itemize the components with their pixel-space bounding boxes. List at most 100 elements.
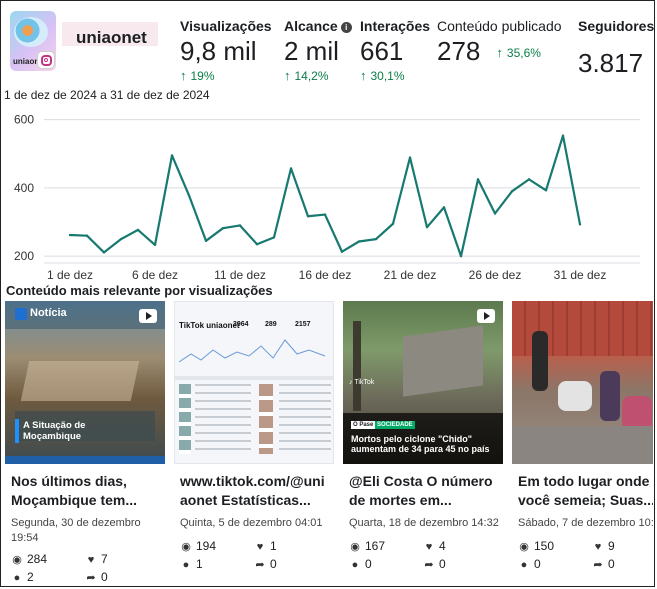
- instagram-icon: [37, 51, 55, 69]
- views-stat: ◉ 150: [519, 539, 555, 553]
- comment-icon: ●: [13, 572, 21, 584]
- data-point[interactable]: [85, 234, 89, 237]
- metric-value: 278 ↑ 35,6%: [437, 36, 541, 66]
- share-icon: ➦: [424, 559, 434, 571]
- tiktok-icon: ♪ TikTok: [349, 379, 375, 386]
- metric-content-published[interactable]: Conteúdo publicado 278 ↑ 35,6%: [437, 18, 562, 68]
- data-point[interactable]: [102, 251, 106, 254]
- shares-stat: ➦ 0: [593, 557, 615, 571]
- likes-stat: ♥ 7: [85, 552, 108, 566]
- data-point[interactable]: [255, 243, 259, 246]
- views-line-chart: 200 400 600 1 de dez 6 de dez 11 de dez 16 de …: [14, 113, 640, 282]
- post-card[interactable]: ♪ TikTok O Pase SOCIEDADE Mortos pelo ci…: [343, 301, 503, 583]
- arrow-up-icon: ↑: [360, 68, 367, 83]
- data-point[interactable]: [561, 134, 565, 137]
- data-point[interactable]: [238, 224, 242, 227]
- metric-interactions[interactable]: Interações 661 ↑ 30,1%: [360, 18, 430, 83]
- data-point[interactable]: [306, 215, 310, 218]
- data-point[interactable]: [323, 213, 327, 216]
- data-point[interactable]: [136, 228, 140, 232]
- post-card[interactable]: Notícia A Situação de Moçambique Nos últ…: [5, 301, 165, 584]
- thumb-title: Mortos pelo ciclone "Chido" aumentam de …: [351, 434, 490, 454]
- heart-icon: ♥: [594, 541, 602, 553]
- eye-icon: ◉: [519, 541, 529, 553]
- post-card[interactable]: Em todo lugar onde você semeia; Suas... S…: [512, 301, 653, 583]
- metric-value: 9,8 mil: [180, 36, 257, 66]
- data-point[interactable]: [374, 237, 378, 241]
- metric-label: Conteúdo publicado: [437, 18, 562, 34]
- data-point[interactable]: [289, 167, 293, 170]
- heart-icon: ♥: [256, 541, 264, 553]
- data-point[interactable]: [493, 212, 497, 215]
- comment-icon: ●: [520, 559, 528, 571]
- post-card[interactable]: TikTok uniaonet 3964 289 2157 www.tiktok…: [174, 301, 334, 583]
- comment-icon: ●: [182, 559, 190, 571]
- data-point[interactable]: [153, 243, 157, 247]
- heart-icon: ♥: [87, 554, 95, 566]
- data-point[interactable]: [119, 237, 123, 241]
- data-point[interactable]: [391, 222, 395, 225]
- x-tick-label: 16 de dez: [299, 268, 352, 282]
- thumb-title: A Situação de Moçambique: [23, 420, 86, 442]
- post-thumbnail[interactable]: Notícia A Situação de Moçambique: [5, 301, 165, 464]
- data-point[interactable]: [544, 189, 548, 192]
- x-tick-label: 1 de dez: [47, 268, 93, 282]
- data-point[interactable]: [170, 154, 174, 157]
- post-thumbnail[interactable]: [512, 301, 653, 464]
- views-stat: ◉ 194: [181, 539, 217, 553]
- data-point[interactable]: [204, 239, 208, 243]
- post-date: Sábado, 7 de dezembro 10:25: [518, 517, 653, 529]
- shares-stat: ➦ 0: [255, 557, 277, 571]
- data-point[interactable]: [578, 223, 582, 226]
- likes-stat: ♥ 1: [254, 539, 277, 553]
- data-point[interactable]: [272, 236, 276, 239]
- metric-reach[interactable]: Alcance i 2 mil ↑ 14,2%: [284, 18, 352, 83]
- views-stat: ◉ 167: [350, 539, 386, 553]
- likes-stat: ♥ 4: [423, 539, 446, 553]
- metric-label: Seguidores: [578, 18, 655, 34]
- share-icon: ➦: [86, 572, 96, 584]
- account-name-highlight: [62, 22, 158, 46]
- date-range[interactable]: 1 de dez de 2024 a 31 de dez de 2024: [4, 88, 210, 102]
- data-point[interactable]: [510, 190, 514, 193]
- post-thumbnail[interactable]: ♪ TikTok O Pase SOCIEDADE Mortos pelo ci…: [343, 301, 503, 464]
- data-point[interactable]: [527, 178, 531, 181]
- eye-icon: ◉: [350, 541, 360, 553]
- metric-delta: ↑ 19%: [180, 68, 215, 83]
- metric-label: Interações: [360, 18, 431, 34]
- data-point[interactable]: [68, 233, 72, 237]
- post-thumbnail[interactable]: TikTok uniaonet 3964 289 2157: [174, 301, 334, 464]
- metric-views[interactable]: Visualizações 9,8 mil ↑ 19%: [180, 18, 272, 83]
- info-icon[interactable]: i: [340, 22, 352, 33]
- thumb-tag: O Pase: [351, 421, 376, 429]
- y-tick-label: 400: [14, 181, 34, 195]
- thumb-handle: TikTok uniaonet: [179, 321, 240, 330]
- post-date: Quarta, 18 de dezembro 14:32: [349, 517, 499, 529]
- data-point[interactable]: [187, 194, 191, 197]
- metric-label: Alcance i: [284, 18, 352, 34]
- video-icon: [139, 309, 157, 323]
- data-point[interactable]: [357, 240, 361, 243]
- data-point[interactable]: [459, 254, 463, 258]
- account-name[interactable]: uniaonet: [76, 28, 147, 47]
- share-icon: ➦: [255, 559, 265, 571]
- views-stat: ◉ 284: [12, 552, 48, 566]
- video-icon: [477, 309, 495, 323]
- x-tick-label: 26 de dez: [469, 268, 522, 282]
- post-date: Segunda, 30 de dezembro 19:54: [11, 517, 141, 544]
- x-tick-label: 6 de dez: [132, 268, 178, 282]
- data-point[interactable]: [221, 226, 225, 230]
- thumb-stat: 2157: [295, 321, 311, 328]
- news-icon: [15, 308, 27, 320]
- data-point[interactable]: [425, 225, 429, 229]
- data-point[interactable]: [340, 250, 344, 253]
- metric-value: 661: [360, 36, 404, 66]
- post-caption: Em todo lugar onde você semeia; Suas...: [518, 473, 653, 508]
- metric-delta: ↑ 14,2%: [284, 68, 329, 83]
- data-point[interactable]: [442, 206, 446, 209]
- metric-delta: ↑ 30,1%: [360, 68, 405, 83]
- data-point[interactable]: [476, 178, 480, 181]
- metric-followers[interactable]: Seguidores 3.817: [578, 18, 654, 78]
- data-point[interactable]: [408, 156, 412, 159]
